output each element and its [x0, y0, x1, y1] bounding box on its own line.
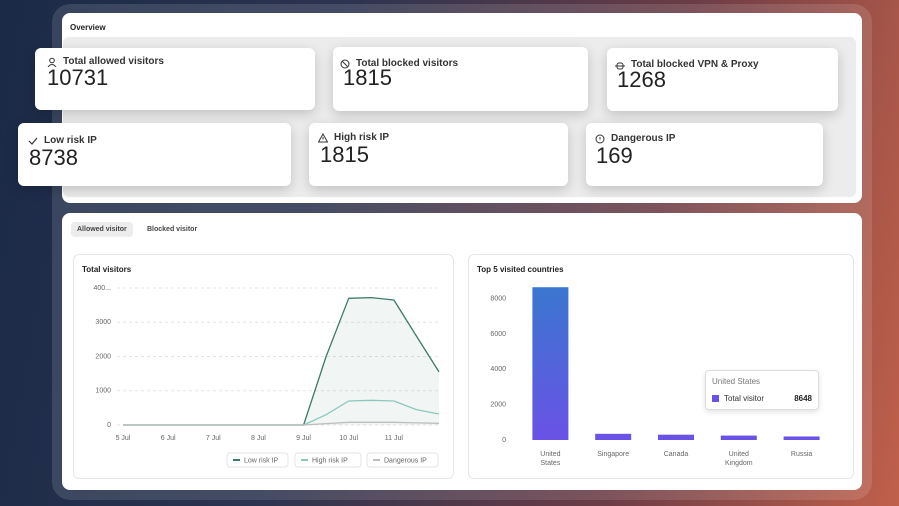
y-tick-label: 4000 [490, 366, 506, 373]
stat-card: Total blocked VPN & Proxy 1268 [607, 48, 838, 111]
icon [28, 137, 38, 145]
stat-label: Low risk IP [44, 135, 97, 146]
tab[interactable]: Blocked visitor [147, 226, 198, 233]
x-tick-label: 10 Jul [339, 435, 358, 442]
stat-value: 1815 [343, 65, 392, 90]
legend-item: High risk IP [294, 452, 362, 468]
y-tick-label: 8000 [490, 296, 506, 303]
legend-box [294, 452, 362, 468]
overview-title: Overview [70, 23, 106, 32]
y-tick-label: 3000 [95, 319, 111, 326]
stat-value: 1815 [320, 142, 369, 167]
stat-card: Low risk IP 8738 [18, 123, 291, 186]
y-tick-label: 0 [107, 422, 111, 429]
x-tick-label: 9 Jul [296, 435, 311, 442]
x-tick-label: 7 Jul [206, 435, 221, 442]
chart-title: Top 5 visited countries [477, 265, 564, 274]
icon [47, 57, 57, 67]
stat-card: Dangerous IP 169 [586, 123, 823, 186]
stat-label-row: Total blocked VPN & Proxy [615, 59, 759, 70]
tooltip-swatch [712, 395, 719, 402]
stat-label-row: High risk IP [318, 132, 389, 143]
stat-card: High risk IP 1815 [309, 123, 568, 186]
legend-item: Dangerous IP [366, 452, 439, 468]
line-chart: 0 1000 2000 3000 400... 5 Jul 6 Jul 7 Jul 8 Jul 9… [93, 285, 440, 468]
stat-value: 8738 [29, 145, 78, 170]
y-tick-label: 400... [93, 285, 111, 292]
tooltip: United States Total visitor 8648 [705, 370, 819, 410]
x-tick-label: Singapore [597, 451, 629, 458]
x-tick-label: United Kingdom [725, 451, 753, 467]
stat-value: 1268 [617, 67, 666, 92]
tooltip-category: United States [712, 377, 761, 386]
tab[interactable]: Allowed visitor [71, 222, 133, 237]
icon [340, 59, 350, 68]
area [123, 297, 439, 425]
legend-box [366, 452, 439, 468]
bar-chart: 0 2000 4000 6000 8000 United States Singapore Ca… [490, 287, 820, 467]
stat-value: 10731 [47, 65, 109, 90]
y-tick-label: 0 [502, 437, 506, 444]
bar [658, 434, 694, 440]
stat-label-row: Low risk IP [28, 135, 97, 146]
stat-label: Total blocked visitors [356, 58, 459, 69]
tooltip-value: 8648 [794, 394, 812, 403]
x-tick-label: Canada [664, 451, 689, 458]
stat-card: Total blocked visitors 1815 [333, 47, 588, 111]
y-tick-label: 1000 [95, 388, 111, 395]
x-tick-label: United States [540, 451, 561, 467]
stat-label: Dangerous IP [611, 133, 676, 144]
bar [783, 436, 820, 440]
x-tick-label: 11 Jul [385, 435, 404, 442]
icon [318, 132, 328, 142]
line-chart-card: Total visitors 0 1000 2000 3000 400... 5 Jul 6… [73, 254, 454, 479]
icon [595, 134, 605, 143]
bar [720, 435, 757, 440]
icon [615, 62, 625, 69]
x-tick-label: 5 Jul [116, 435, 131, 442]
bar-chart-card: Top 5 visited countries 0 2000 4000 6000 800… [468, 254, 854, 479]
stat-label: Total allowed visitors [63, 56, 164, 67]
legend-item: Low risk IP [226, 452, 289, 468]
line [123, 421, 440, 426]
legend-label: Dangerous IP [384, 457, 427, 464]
chart-title: Total visitors [82, 265, 132, 274]
y-tick-label: 2000 [95, 353, 111, 360]
stat-card: Total allowed visitors 10731 [35, 48, 315, 110]
x-tick-label: 8 Jul [251, 435, 266, 442]
stat-label-row: Total allowed visitors [47, 56, 164, 67]
x-tick-label: 6 Jul [161, 435, 176, 442]
stat-label-row: Dangerous IP [595, 133, 675, 144]
stat-label: Total blocked VPN & Proxy [631, 59, 759, 70]
y-tick-label: 6000 [490, 331, 506, 338]
bar [532, 287, 569, 440]
x-tick-label: Russia [791, 451, 813, 458]
legend-label: High risk IP [312, 457, 348, 464]
tooltip-series: Total visitor [724, 394, 765, 403]
bar [595, 433, 632, 440]
stat-value: 169 [596, 143, 633, 168]
y-tick-label: 2000 [490, 402, 506, 409]
legend-box [226, 452, 289, 468]
legend-label: Low risk IP [244, 457, 279, 464]
stat-label-row: Total blocked visitors [340, 58, 458, 69]
stat-label: High risk IP [334, 132, 390, 143]
